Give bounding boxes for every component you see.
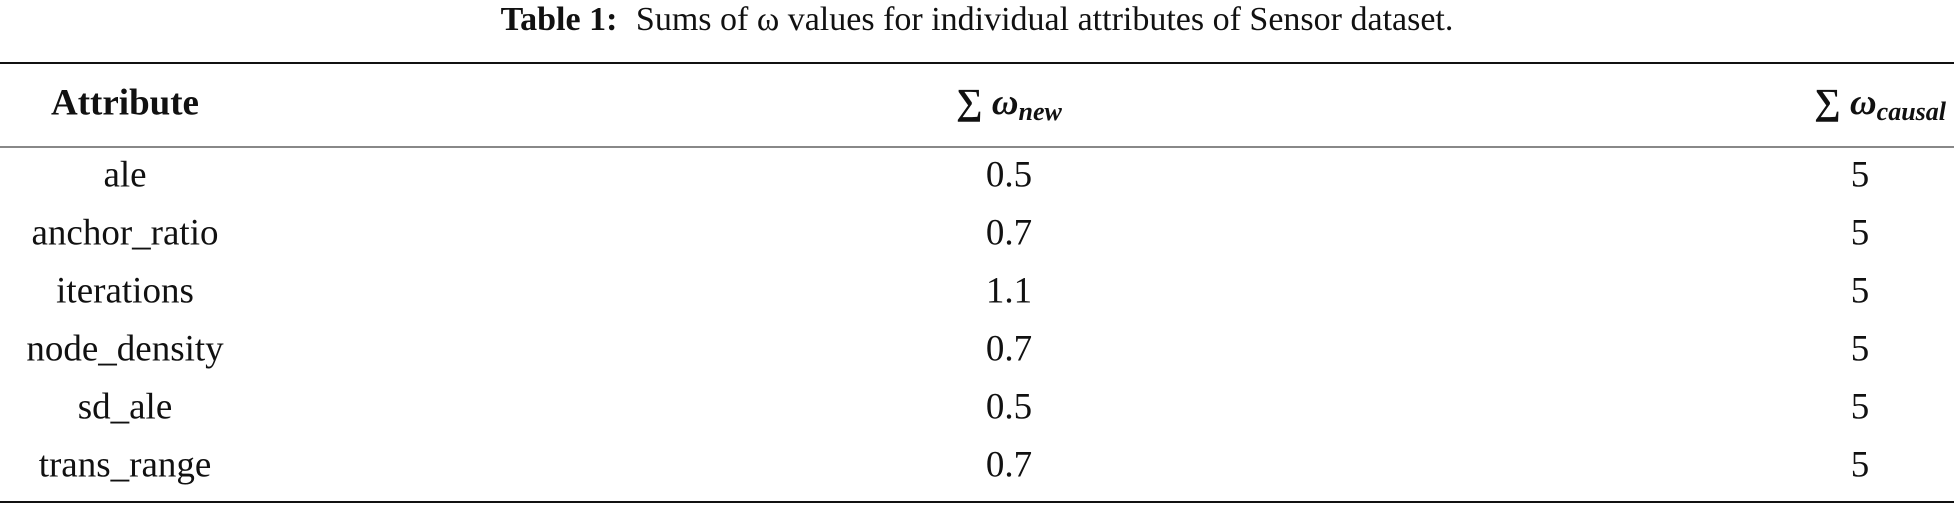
table-cell: node_density	[26, 328, 224, 369]
table-cell: 5	[1851, 328, 1870, 369]
table-body: ale 0.5 5 anchor_ratio 0.7 5 iterations 1.1 5 nod…	[26, 154, 1869, 485]
table-cell: trans_range	[39, 444, 212, 485]
table-cell: anchor_ratio	[32, 212, 219, 253]
table-cell: 0.5	[986, 386, 1032, 427]
table-cell: ale	[103, 154, 146, 195]
header-subscript: causal	[1877, 97, 1947, 126]
table-cell: 1.1	[986, 270, 1032, 311]
table-cell: 5	[1851, 444, 1870, 485]
header-symbol: ∑ ω	[1814, 82, 1876, 123]
header-cell: ∑ ωnew	[956, 82, 1062, 125]
table-caption: Table 1: Sums of ω values for individual…	[501, 1, 1454, 38]
header-cell: Attribute	[51, 82, 199, 123]
table-cell: 5	[1851, 154, 1870, 195]
header-symbol: ∑ ω	[956, 82, 1018, 123]
header-cell: ∑ ωcausal	[1814, 82, 1947, 125]
table-cell: 0.5	[986, 154, 1032, 195]
table-cell: 0.7	[986, 212, 1032, 253]
table-cell: 5	[1851, 270, 1870, 311]
header-subscript: new	[1019, 97, 1063, 126]
table-cell: 5	[1851, 386, 1870, 427]
table-cell: iterations	[56, 270, 194, 311]
table-cell: 0.7	[986, 328, 1032, 369]
table-cell: sd_ale	[78, 386, 173, 427]
caption-label: Table 1:	[501, 1, 618, 38]
table-cell: 0.7	[986, 444, 1032, 485]
caption-text: Sums of ω values for individual attribut…	[636, 1, 1453, 38]
table-cell: 5	[1851, 212, 1870, 253]
